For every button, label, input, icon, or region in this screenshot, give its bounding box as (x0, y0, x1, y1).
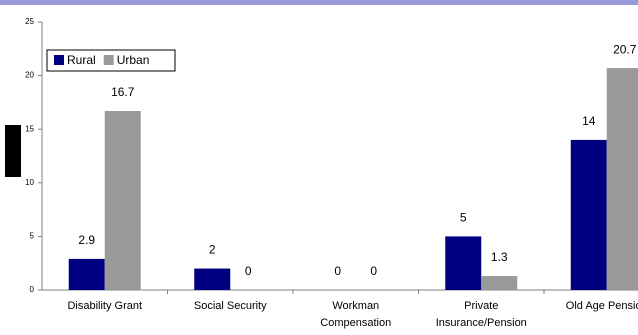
y-tick-label: 10 (25, 178, 34, 187)
value-label: 0 (245, 264, 252, 278)
y-tick-label: 15 (25, 124, 34, 133)
value-label: 0 (370, 264, 377, 278)
legend-swatch (103, 55, 114, 65)
x-tick-label: Social Security (194, 300, 267, 312)
bar (104, 110, 141, 290)
y-tick-label: 20 (25, 71, 34, 80)
x-tick-label: Disability Grant (67, 300, 142, 312)
value-label: 2.9 (78, 233, 95, 247)
y-tick-label: 5 (30, 232, 35, 241)
bar (445, 236, 482, 290)
x-tick-label: Old Age Pension (566, 300, 638, 312)
axis-label-block (5, 125, 21, 177)
bar (481, 276, 518, 290)
y-tick-label: 0 (30, 285, 35, 294)
header-band (0, 0, 638, 5)
legend-label: Rural (67, 53, 96, 67)
legend-swatch (54, 55, 64, 65)
value-label: 14 (582, 114, 596, 128)
bar (194, 268, 231, 290)
value-label: 2 (209, 243, 216, 257)
value-label: 16.7 (111, 85, 135, 99)
x-tick-label: Workman Compensation (320, 300, 391, 329)
legend-label: Urban (117, 53, 150, 67)
bar (68, 258, 105, 290)
x-tick-label: Private Insurance/Pension (436, 300, 527, 329)
bar (606, 68, 638, 290)
value-label: 20.7 (613, 42, 637, 56)
value-label: 0 (334, 264, 341, 278)
bar (570, 139, 607, 290)
value-label: 1.3 (491, 250, 508, 264)
value-label: 5 (460, 211, 467, 225)
y-tick-label: 25 (25, 17, 34, 26)
